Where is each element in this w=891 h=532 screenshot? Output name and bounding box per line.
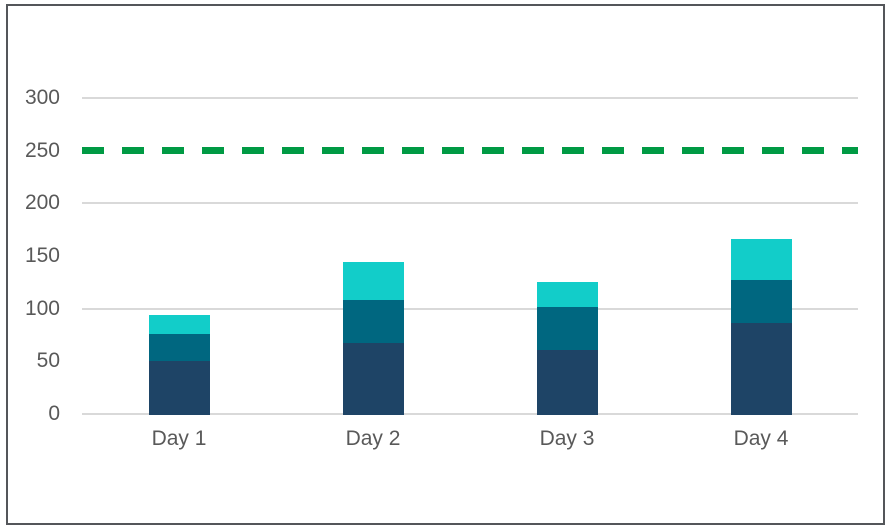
y-tick-label-150: 150 [24,244,60,267]
bar-4-bottom-navy-segment [730,323,792,415]
gridline-300 [82,97,858,99]
bar-1-middle-teal-segment [148,333,210,362]
y-tick-label-50: 50 [36,349,60,373]
bar-1-bottom-navy-segment [148,361,210,415]
x-category-label-2: Day 2 [345,427,401,450]
y-tick-label-100: 100 [24,296,60,320]
bar-4-top-cyan-segment [730,239,792,281]
bar-4-middle-teal-segment [730,280,792,324]
y-tick-label-0: 0 [48,402,60,425]
bar-2-middle-teal-segment [342,300,404,344]
bar-2-bottom-navy-segment [342,343,404,415]
x-category-label-1: Day 1 [151,427,207,450]
gridline-200 [82,202,858,205]
x-category-label-3: Day 3 [539,427,595,450]
gridline-100 [82,307,858,310]
y-tick-label-200: 200 [24,191,60,215]
bar-2-top-cyan-segment [342,262,404,301]
gridline-0 [82,413,858,415]
x-category-label-4: Day 4 [733,427,789,450]
bar-3-bottom-navy-segment [536,349,598,415]
y-tick-label-300: 300 [24,86,60,109]
reference-dashed-line [82,147,858,155]
bar-3-middle-teal-segment [536,306,598,350]
bar-1-top-cyan-segment [148,314,210,334]
y-tick-label-250: 250 [24,138,60,162]
bar-3-top-cyan-segment [536,282,598,307]
